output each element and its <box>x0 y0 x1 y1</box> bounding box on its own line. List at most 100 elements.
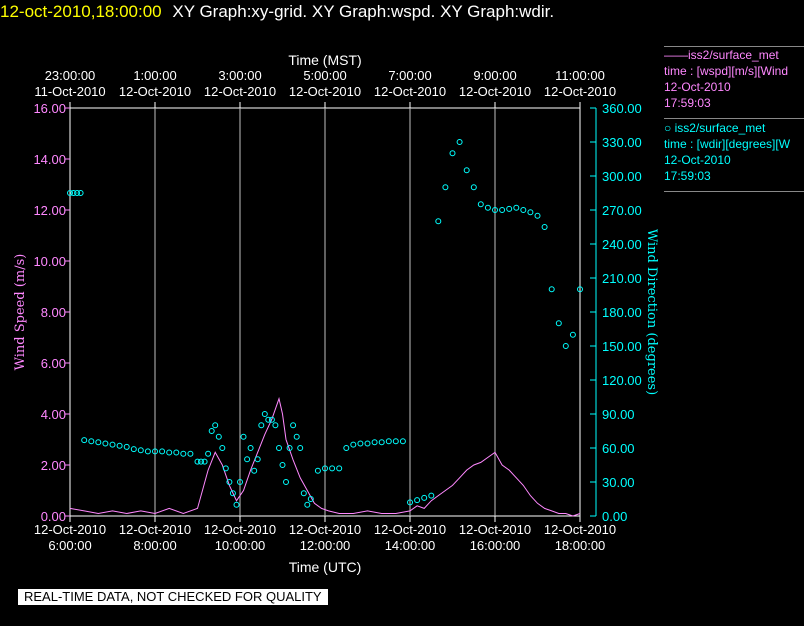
wind-direction-point <box>251 467 258 474</box>
wind-direction-point <box>116 442 123 449</box>
header-graph-titles: XY Graph:xy-grid. XY Graph:wspd. XY Grap… <box>172 2 555 21</box>
wind-direction-point <box>109 441 116 448</box>
x-tick-label-date: 12-Oct-2010 <box>204 522 276 537</box>
y-tick-label: 2.00 <box>41 458 66 473</box>
wind-direction-point <box>194 458 201 465</box>
x2-tick-label-date: 11-Oct-2010 <box>34 84 105 99</box>
wind-direction-point <box>159 448 166 455</box>
wind-direction-point <box>276 445 282 451</box>
x-tick-label-date: 12-Oct-2010 <box>544 522 616 537</box>
y-tick-label: 8.00 <box>41 305 66 320</box>
x-tick-label-date: 12-Oct-2010 <box>374 522 446 537</box>
wind-direction-point <box>166 449 173 456</box>
wind-direction-point <box>329 465 336 472</box>
wind-direction-point <box>123 443 130 450</box>
y2-tick-label: 270.00 <box>602 203 642 218</box>
wind-direction-point <box>343 445 350 451</box>
x2-tick-label-date: 12-Oct-2010 <box>289 84 361 99</box>
wind-direction-point <box>392 438 399 445</box>
wind-direction-point <box>513 204 520 211</box>
x-tick-label-time: 18:00:00 <box>555 538 606 553</box>
wind-direction-point <box>484 204 491 211</box>
wind-direction-point <box>240 433 247 440</box>
wind-speed-series-line <box>69 396 581 517</box>
x-tick-label-date: 12-Oct-2010 <box>459 522 531 537</box>
wind-direction-point <box>74 190 81 196</box>
y2-tick-label: 300.00 <box>602 169 642 184</box>
wind-direction-point <box>244 456 251 463</box>
wind-direction-point <box>456 139 463 145</box>
legend-wspd-line3: 12-Oct-2010 <box>664 80 731 94</box>
y2-tick-label: 0.00 <box>602 509 627 524</box>
wind-direction-point <box>399 438 406 445</box>
wind-direction-point <box>95 439 102 446</box>
wind-direction-point <box>449 150 456 157</box>
y2-tick-label: 330.00 <box>602 135 642 150</box>
x2-tick-label-time: 23:00:00 <box>45 68 96 83</box>
legend-wdir-line3: 12-Oct-2010 <box>664 153 731 167</box>
wind-direction-point <box>152 448 158 455</box>
wind-direction-point <box>144 448 151 455</box>
x-tick-label-date: 12-Oct-2010 <box>119 522 191 537</box>
wind-direction-point <box>265 416 272 423</box>
wind-direction-point <box>577 286 583 293</box>
y2-tick-label: 120.00 <box>602 373 642 388</box>
wind-direction-point <box>364 440 371 447</box>
wind-direction-point <box>421 494 428 501</box>
y-tick-label: 0.00 <box>41 509 66 524</box>
x-tick-label-time: 10:00:00 <box>215 538 266 553</box>
wind-direction-point <box>492 207 498 213</box>
wind-direction-point <box>414 497 421 504</box>
wind-direction-point <box>208 428 215 434</box>
wind-direction-point <box>520 207 527 213</box>
legend-separator <box>664 191 804 192</box>
legend-wdir-line1: ○ iss2/surface_met <box>664 121 766 135</box>
x2-tick-label-time: 5:00:00 <box>303 68 346 83</box>
wind-direction-point <box>212 422 219 429</box>
y-tick-label: 12.00 <box>33 203 66 218</box>
legend-wdir: ○ iss2/surface_met time : [wdir][degrees… <box>664 120 804 184</box>
wind-direction-point <box>290 422 297 429</box>
x2-tick-label-date: 12-Oct-2010 <box>459 84 531 99</box>
wind-direction-point <box>222 465 229 472</box>
y2-tick-label: 210.00 <box>602 271 642 286</box>
wind-direction-point <box>350 441 357 448</box>
wind-direction-point <box>322 465 328 472</box>
x2-tick-label-time: 1:00:00 <box>133 68 176 83</box>
x2-tick-label-date: 12-Oct-2010 <box>544 84 616 99</box>
x2-tick-label-time: 7:00:00 <box>388 68 431 83</box>
wind-direction-point <box>88 438 95 445</box>
x-tick-label-date: 12-Oct-2010 <box>34 522 106 537</box>
y2-tick-label: 360.00 <box>602 101 642 116</box>
wind-direction-point <box>229 490 236 497</box>
wind-direction-point <box>205 450 212 457</box>
wind-direction-point <box>198 458 204 465</box>
x-tick-label-time: 14:00:00 <box>385 538 436 553</box>
wind-direction-point <box>499 207 506 213</box>
x2-tick-label-time: 9:00:00 <box>473 68 516 83</box>
legend-wdir-line2: time : [wdir][degrees][W <box>664 137 791 151</box>
wind-direction-point <box>215 433 222 440</box>
wind-direction-point <box>534 212 541 219</box>
wind-direction-point <box>569 331 576 338</box>
wind-direction-point <box>435 218 442 225</box>
x2-tick-label-date: 12-Oct-2010 <box>204 84 276 99</box>
wind-direction-point <box>237 479 243 485</box>
wind-direction-point <box>562 343 569 349</box>
y2-tick-label: 150.00 <box>602 339 642 354</box>
y-tick-label: 16.00 <box>33 101 66 116</box>
y2-tick-label: 90.00 <box>602 407 635 422</box>
wind-direction-point <box>272 422 279 429</box>
wind-direction-point <box>70 190 77 196</box>
wind-direction-point <box>201 458 208 465</box>
wind-direction-point <box>226 479 233 485</box>
x-tick-label-time: 12:00:00 <box>300 538 351 553</box>
x-tick-label-time: 8:00:00 <box>133 538 176 553</box>
x-tick-label-date: 12-Oct-2010 <box>289 522 361 537</box>
wind-direction-point <box>336 465 343 472</box>
legend-wspd-line2: time : [wspd][m/s][Wind <box>664 64 789 78</box>
wind-direction-point <box>279 462 286 468</box>
wind-direction-point <box>102 440 109 447</box>
wind-direction-point <box>67 190 73 196</box>
